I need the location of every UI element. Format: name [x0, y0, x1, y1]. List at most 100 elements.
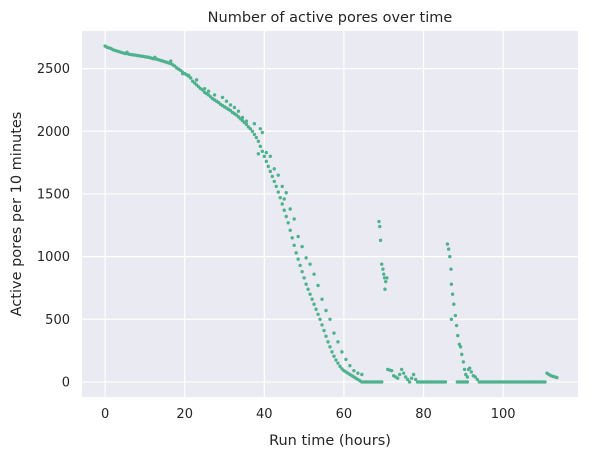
data-point [272, 167, 276, 171]
data-point [473, 375, 477, 379]
data-point [284, 214, 288, 219]
y-axis-label: Active pores per 10 minutes [9, 112, 25, 317]
data-point [320, 323, 324, 327]
data-point [256, 152, 261, 156]
y-tick-label: 1500 [37, 187, 70, 202]
data-point [288, 207, 292, 211]
data-point [338, 364, 342, 368]
data-point [390, 368, 394, 373]
data-point [244, 122, 249, 127]
data-point [395, 376, 400, 380]
data-point [300, 244, 304, 249]
data-point [555, 375, 559, 380]
data-point [258, 127, 263, 131]
data-point [278, 196, 282, 200]
data-point [244, 119, 249, 123]
data-point [334, 358, 338, 362]
data-point [125, 50, 129, 55]
data-point [282, 197, 286, 201]
data-point [462, 367, 467, 372]
data-point [274, 184, 278, 189]
data-point [448, 254, 452, 259]
data-point [286, 221, 290, 225]
data-point [360, 380, 364, 384]
data-point [450, 292, 455, 296]
data-point [270, 174, 274, 179]
data-point [324, 308, 328, 313]
data-point [456, 333, 460, 338]
data-point [220, 95, 225, 100]
data-point [310, 297, 314, 301]
data-point [280, 184, 284, 189]
data-point [306, 287, 310, 291]
data-point [382, 276, 387, 280]
data-point [543, 380, 547, 384]
data-point [316, 283, 320, 288]
data-point [336, 361, 340, 365]
data-point [318, 317, 322, 321]
data-point [378, 224, 382, 229]
chart-title: Number of active pores over time [208, 10, 453, 26]
data-point [260, 149, 265, 154]
data-point [302, 276, 306, 280]
data-point [264, 150, 269, 155]
data-point [465, 375, 470, 379]
data-point [312, 302, 316, 306]
data-point [304, 256, 308, 260]
data-point [449, 282, 454, 286]
data-point [443, 380, 448, 384]
data-point [276, 190, 280, 194]
data-point [449, 317, 454, 321]
data-point [328, 345, 332, 349]
data-point [330, 350, 334, 354]
y-tick-label: 1000 [37, 250, 70, 265]
data-point [384, 279, 388, 284]
data-point [153, 55, 157, 60]
data-point [328, 317, 332, 321]
x-tick-label: 60 [336, 407, 353, 422]
x-tick-label: 40 [256, 407, 273, 422]
data-point [224, 99, 229, 103]
data-point [469, 370, 474, 374]
data-point [382, 272, 386, 276]
data-point [453, 313, 458, 318]
data-point [401, 371, 406, 375]
data-point [186, 73, 191, 78]
data-point [258, 144, 263, 149]
data-point [206, 89, 211, 93]
data-point [312, 272, 316, 276]
data-point [248, 127, 253, 131]
data-point [377, 219, 381, 224]
data-point [169, 59, 173, 63]
data-point [202, 86, 207, 91]
data-point [332, 354, 336, 358]
data-point [298, 263, 302, 268]
data-point [250, 129, 255, 133]
x-axis-ticks: 0 20 40 60 80 100 [101, 407, 516, 422]
y-tick-label: 0 [62, 375, 70, 390]
data-point [266, 164, 270, 169]
y-tick-label: 2000 [37, 125, 70, 140]
y-axis-ticks: 0 500 1000 1500 2000 2500 [37, 62, 70, 390]
data-point [308, 262, 312, 266]
data-point [294, 251, 298, 255]
x-tick-label: 20 [176, 407, 193, 422]
data-point [280, 202, 284, 206]
data-point [288, 228, 292, 232]
data-point [336, 340, 340, 344]
data-point [411, 372, 416, 377]
data-point [380, 262, 384, 266]
data-point [380, 380, 384, 384]
data-point [296, 234, 300, 239]
data-point [458, 345, 463, 349]
x-axis-label: Run time (hours) [269, 433, 391, 449]
data-point [188, 76, 193, 80]
data-point [212, 93, 217, 97]
data-point [276, 173, 280, 177]
data-point [475, 377, 479, 382]
data-point [445, 242, 450, 246]
data-point [268, 169, 272, 174]
data-point [252, 122, 257, 126]
data-point [290, 236, 294, 240]
